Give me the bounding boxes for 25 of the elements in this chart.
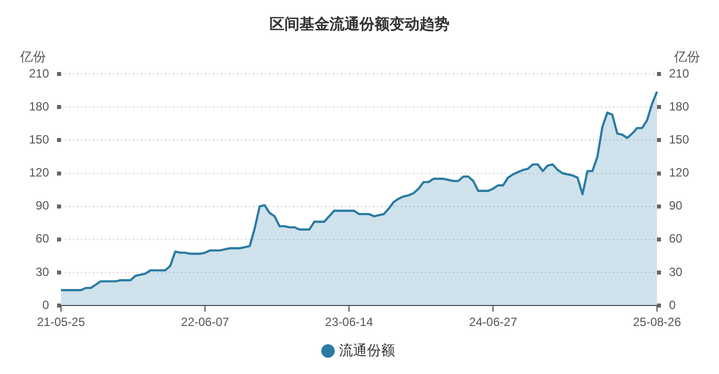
x-tick-label: 23-06-14 xyxy=(325,315,374,330)
y-axis-title: 亿份 xyxy=(19,49,46,64)
y2-tick-label: 0 xyxy=(669,298,676,312)
y-tick-label: 90 xyxy=(36,198,50,213)
y-tick-label: 30 xyxy=(36,264,50,279)
y-tick-label: 210 xyxy=(28,66,50,80)
y2-tick-label: 150 xyxy=(669,132,690,146)
x-tick-label: 25-08-26 xyxy=(632,315,682,330)
legend-label: 流通份额 xyxy=(339,342,395,358)
y2-tick-label: 210 xyxy=(669,66,690,80)
y-tick-label: 0 xyxy=(42,298,50,312)
chart-title: 区间基金流通份额变动趋势 xyxy=(270,15,450,34)
y2-tick-label: 120 xyxy=(669,166,690,180)
y-tick-label: 60 xyxy=(36,232,50,246)
x-tick-label: 24-06-27 xyxy=(469,315,518,330)
y-tick-label: 120 xyxy=(28,166,50,180)
y-tick-label: 150 xyxy=(28,132,50,146)
y2-tick-label: 30 xyxy=(669,264,683,279)
y2-tick-label: 180 xyxy=(669,99,690,114)
x-tick-label: 22-06-07 xyxy=(181,315,230,330)
y2-tick-label: 60 xyxy=(669,232,683,246)
y-tick-label: 180 xyxy=(28,99,50,114)
x-tick-label: 21-05-25 xyxy=(36,315,86,330)
y2-axis-title: 亿份 xyxy=(673,49,700,64)
y2-tick-label: 90 xyxy=(669,198,683,213)
